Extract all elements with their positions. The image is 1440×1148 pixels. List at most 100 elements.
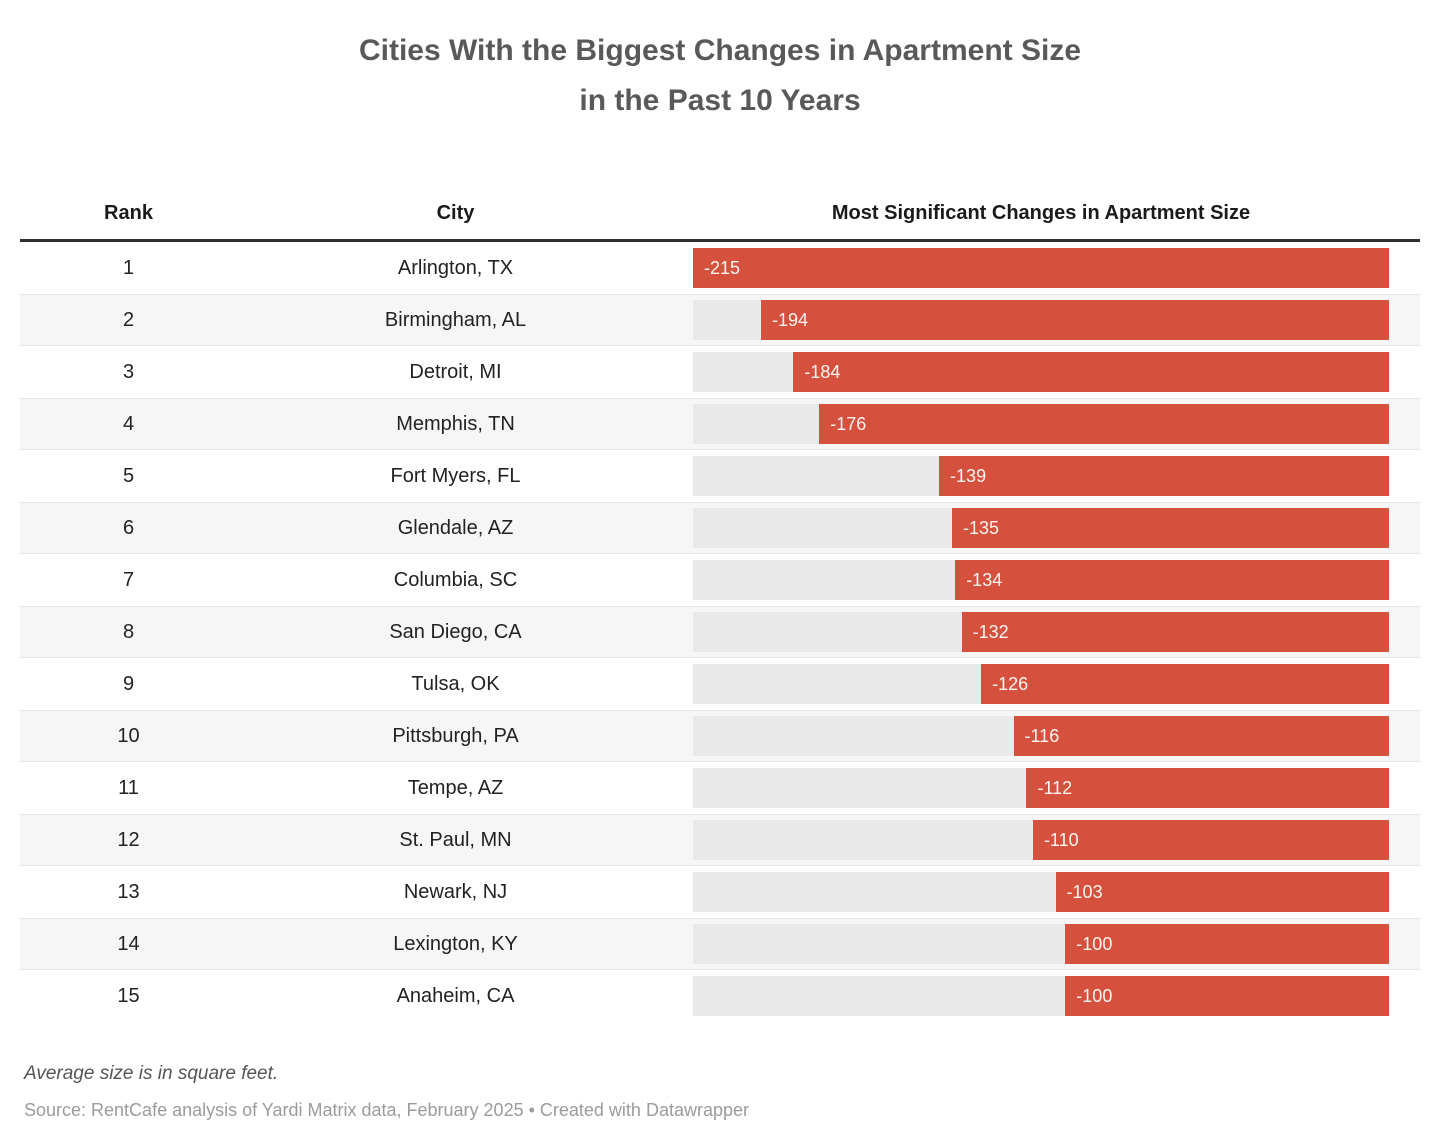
column-header-change: Most Significant Changes in Apartment Si… xyxy=(831,202,1251,224)
chart-source: Source: RentCafe analysis of Yardi Matri… xyxy=(24,1100,749,1120)
value-bar: -126 xyxy=(981,664,1389,704)
table-row: 1 Arlington, TX -215 xyxy=(20,242,1420,294)
value-bar: -215 xyxy=(693,248,1389,288)
bar-cell: -194 xyxy=(674,295,1420,345)
bar-track: -135 xyxy=(693,508,1389,548)
bar-cell: -134 xyxy=(674,554,1420,606)
rank-cell: 6 xyxy=(122,516,135,539)
value-bar: -176 xyxy=(819,404,1389,444)
bar-cell: -126 xyxy=(674,658,1420,710)
value-bar: -134 xyxy=(955,560,1389,600)
bar-track: -116 xyxy=(693,716,1389,756)
rank-cell: 9 xyxy=(122,672,135,695)
value-bar: -116 xyxy=(1013,716,1389,756)
city-cell: Tulsa, OK xyxy=(411,672,500,695)
table-row: 13 Newark, NJ -103 xyxy=(20,866,1420,918)
value-bar: -194 xyxy=(761,300,1389,340)
city-cell: Lexington, KY xyxy=(393,932,518,955)
value-bar: -184 xyxy=(793,352,1389,392)
table-row: 4 Memphis, TN -176 xyxy=(20,398,1420,450)
value-bar: -110 xyxy=(1032,820,1389,860)
value-bar: -139 xyxy=(939,456,1389,496)
city-cell: Fort Myers, FL xyxy=(390,464,521,487)
bar-track: -126 xyxy=(693,664,1389,704)
bar-value-label: -132 xyxy=(972,621,1009,642)
city-cell: Memphis, TN xyxy=(396,412,515,435)
table-row: 10 Pittsburgh, PA -116 xyxy=(20,710,1420,762)
value-bar: -103 xyxy=(1055,872,1389,912)
city-cell: St. Paul, MN xyxy=(399,828,512,851)
bar-cell: -215 xyxy=(674,242,1420,294)
value-bar: -112 xyxy=(1026,768,1389,808)
rank-cell: 10 xyxy=(117,724,140,747)
bar-value-label: -110 xyxy=(1043,829,1079,850)
bar-cell: -112 xyxy=(674,762,1420,814)
rank-cell: 4 xyxy=(122,412,135,435)
rank-cell: 11 xyxy=(118,776,139,799)
bar-value-label: -134 xyxy=(966,569,1003,590)
bar-value-label: -139 xyxy=(950,465,987,486)
bar-value-label: -184 xyxy=(804,361,841,382)
bar-value-label: -100 xyxy=(1076,933,1113,954)
rank-cell: 8 xyxy=(122,620,135,643)
bar-cell: -116 xyxy=(674,711,1420,761)
table-row: 3 Detroit, MI -184 xyxy=(20,346,1420,398)
table-row: 12 St. Paul, MN -110 xyxy=(20,814,1420,866)
bar-track: -215 xyxy=(693,248,1389,288)
bar-cell: -103 xyxy=(674,866,1420,918)
table-row: 15 Anaheim, CA -100 xyxy=(20,970,1420,1022)
bar-track: -184 xyxy=(693,352,1389,392)
bar-track: -134 xyxy=(693,560,1389,600)
bar-cell: -110 xyxy=(674,815,1420,865)
bar-track: -100 xyxy=(693,976,1389,1016)
bar-value-label: -176 xyxy=(830,413,867,434)
bar-value-label: -116 xyxy=(1024,725,1060,746)
rank-cell: 12 xyxy=(117,828,140,851)
rank-cell: 15 xyxy=(117,984,140,1007)
bar-track: -139 xyxy=(693,456,1389,496)
column-header-city: City xyxy=(436,202,475,224)
chart-title-line1: Cities With the Biggest Changes in Apart… xyxy=(358,34,1082,67)
table-row: 9 Tulsa, OK -126 xyxy=(20,658,1420,710)
rank-cell: 3 xyxy=(122,360,135,383)
bar-cell: -139 xyxy=(674,450,1420,502)
bar-track: -100 xyxy=(693,924,1389,964)
chart-notes: Average size is in square feet. xyxy=(24,1063,279,1084)
bar-track: -176 xyxy=(693,404,1389,444)
rank-cell: 5 xyxy=(122,464,135,487)
city-cell: Detroit, MI xyxy=(409,360,502,383)
bar-value-label: -103 xyxy=(1066,881,1103,902)
value-bar: -100 xyxy=(1065,924,1389,964)
city-cell: Birmingham, AL xyxy=(384,308,527,331)
rank-cell: 7 xyxy=(122,568,135,591)
rank-cell: 13 xyxy=(117,880,140,903)
table-row: 6 Glendale, AZ -135 xyxy=(20,502,1420,554)
bar-track: -112 xyxy=(693,768,1389,808)
city-cell: Anaheim, CA xyxy=(396,984,515,1007)
city-cell: San Diego, CA xyxy=(389,620,522,643)
rank-cell: 2 xyxy=(122,308,135,331)
value-bar: -135 xyxy=(951,508,1389,548)
value-bar: -132 xyxy=(961,612,1389,652)
bar-value-label: -100 xyxy=(1076,985,1113,1006)
bar-value-label: -194 xyxy=(772,309,809,330)
bar-track: -103 xyxy=(693,872,1389,912)
city-cell: Columbia, SC xyxy=(393,568,518,591)
city-cell: Newark, NJ xyxy=(403,880,508,903)
column-header-rank: Rank xyxy=(104,202,153,224)
bar-value-label: -112 xyxy=(1037,777,1073,798)
bar-cell: -176 xyxy=(674,399,1420,449)
chart-title-line2: in the Past 10 Years xyxy=(579,84,861,117)
table-row: 11 Tempe, AZ -112 xyxy=(20,762,1420,814)
bar-cell: -132 xyxy=(674,607,1420,657)
table-row: 2 Birmingham, AL -194 xyxy=(20,294,1420,346)
city-cell: Tempe, AZ xyxy=(407,776,504,799)
chart-title: Cities With the Biggest Changes in Apart… xyxy=(0,0,1440,126)
bar-value-label: -215 xyxy=(704,257,741,278)
bar-cell: -100 xyxy=(674,970,1420,1022)
rank-cell: 1 xyxy=(122,256,135,279)
table-row: 14 Lexington, KY -100 xyxy=(20,918,1420,970)
table-row: 8 San Diego, CA -132 xyxy=(20,606,1420,658)
bar-track: -132 xyxy=(693,612,1389,652)
